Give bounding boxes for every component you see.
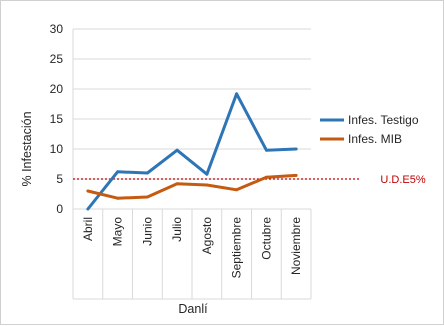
series-line — [86, 92, 298, 211]
gridlines — [72, 28, 312, 300]
y-tick-label: 0 — [56, 202, 63, 216]
data-point — [86, 189, 90, 193]
legend-label: Infes. MIB — [348, 132, 402, 146]
data-point — [264, 148, 268, 152]
x-axis-title: Danlí — [178, 302, 208, 316]
x-tick-label: Noviembre — [289, 217, 303, 275]
y-tick-label: 10 — [50, 142, 64, 156]
data-point — [205, 172, 209, 176]
reference-line-label: U.D.E5% — [380, 174, 425, 186]
data-point — [145, 171, 149, 175]
x-tick-label: Abril — [81, 217, 95, 241]
x-tick-label: Agosto — [200, 217, 214, 255]
x-tick-label: Mayo — [111, 217, 125, 247]
y-tick-label: 15 — [50, 112, 64, 126]
y-tick-labels: 0 5 10 15 20 25 30 — [50, 22, 64, 216]
legend: Infes. Testigo Infes. MIB — [320, 113, 419, 146]
data-point — [264, 175, 268, 179]
reference-line-group: U.D.E5% — [73, 174, 426, 186]
data-point — [116, 170, 120, 174]
x-tick-label: Julio — [170, 217, 184, 242]
data-point — [175, 148, 179, 152]
y-tick-label: 30 — [50, 22, 64, 36]
legend-label: Infes. Testigo — [348, 113, 419, 127]
y-tick-label: 20 — [50, 82, 64, 96]
data-point — [175, 182, 179, 186]
data-point — [294, 147, 298, 151]
data-point — [86, 207, 90, 211]
y-tick-label: 5 — [56, 172, 63, 186]
data-point — [235, 188, 239, 192]
y-tick-label: 25 — [50, 52, 64, 66]
series-line — [86, 173, 298, 200]
data-point — [145, 195, 149, 199]
data-point — [205, 183, 209, 187]
data-point — [116, 196, 120, 200]
series-lines — [86, 92, 298, 211]
x-tick-label: Septiembre — [230, 217, 244, 279]
data-point — [235, 92, 239, 96]
data-point — [294, 174, 298, 177]
x-tick-label: Junio — [140, 217, 154, 246]
x-tick-labels: Abril Mayo Junio Julio Agosto Septiembre Octub… — [81, 217, 303, 279]
y-axis-title: % Infestación — [20, 111, 34, 186]
x-tick-label: Octubre — [259, 217, 273, 260]
